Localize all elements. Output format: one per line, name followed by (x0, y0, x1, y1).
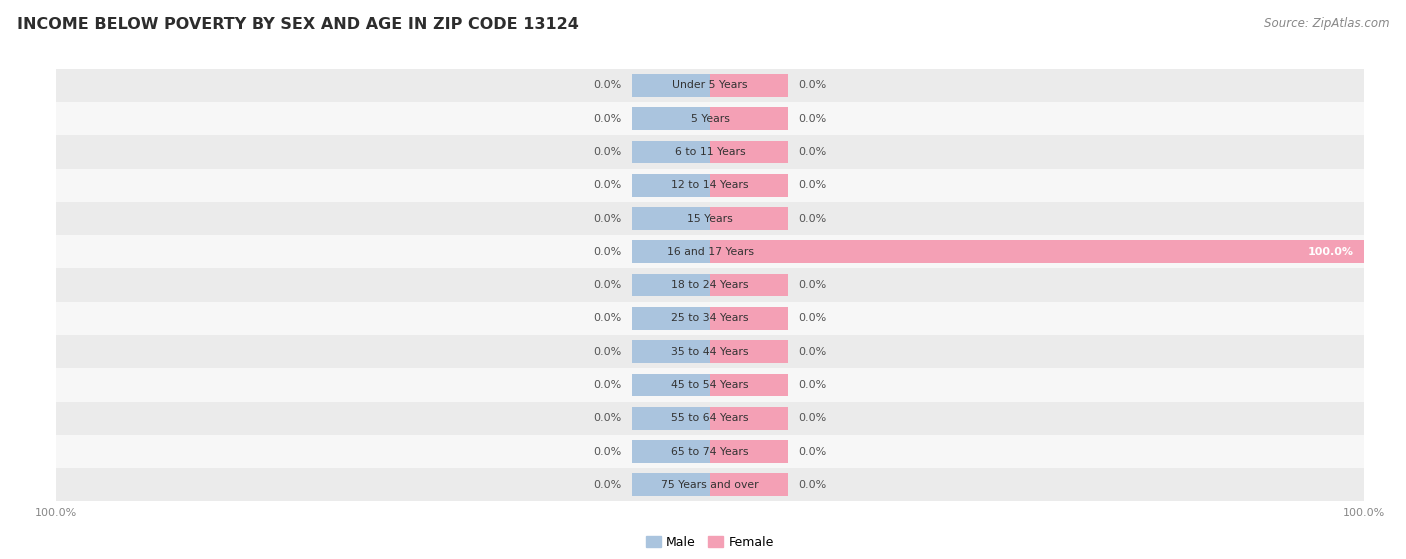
Bar (56, 102, 1364, 135)
Bar (56, 368, 1364, 401)
Text: 0.0%: 0.0% (799, 113, 827, 124)
Text: 0.0%: 0.0% (593, 314, 621, 323)
Bar (56, 302, 1364, 335)
Text: 0.0%: 0.0% (593, 113, 621, 124)
Bar (631, 473, 710, 496)
Bar (56, 69, 1364, 102)
Text: 0.0%: 0.0% (593, 214, 621, 224)
Bar (710, 141, 789, 163)
Text: 0.0%: 0.0% (593, 280, 621, 290)
Bar (56, 202, 1364, 235)
Text: 65 to 74 Years: 65 to 74 Years (671, 447, 749, 457)
Bar (56, 435, 1364, 468)
Bar (710, 174, 789, 197)
Text: 6 to 11 Years: 6 to 11 Years (675, 147, 745, 157)
Bar (631, 207, 710, 230)
Text: 0.0%: 0.0% (799, 280, 827, 290)
Text: 18 to 24 Years: 18 to 24 Years (671, 280, 749, 290)
Bar (56, 335, 1364, 368)
Bar (710, 307, 789, 330)
Bar (56, 468, 1364, 501)
Text: 0.0%: 0.0% (593, 347, 621, 357)
Bar (710, 440, 789, 463)
Bar (710, 340, 789, 363)
Text: 45 to 54 Years: 45 to 54 Years (671, 380, 749, 390)
Bar (56, 268, 1364, 302)
Legend: Male, Female: Male, Female (641, 530, 779, 553)
Text: 12 to 14 Years: 12 to 14 Years (671, 180, 749, 190)
Text: 0.0%: 0.0% (799, 447, 827, 457)
Text: 0.0%: 0.0% (799, 347, 827, 357)
Text: 0.0%: 0.0% (799, 314, 827, 323)
Bar (56, 169, 1364, 202)
Text: 0.0%: 0.0% (593, 247, 621, 257)
Text: 0.0%: 0.0% (593, 413, 621, 423)
Bar (631, 274, 710, 296)
Text: 0.0%: 0.0% (593, 180, 621, 190)
Bar (710, 373, 789, 396)
Bar (631, 174, 710, 197)
Text: INCOME BELOW POVERTY BY SEX AND AGE IN ZIP CODE 13124: INCOME BELOW POVERTY BY SEX AND AGE IN Z… (17, 17, 579, 32)
Text: 0.0%: 0.0% (799, 413, 827, 423)
Bar (710, 274, 789, 296)
Bar (710, 74, 789, 97)
Bar (631, 440, 710, 463)
Bar (56, 235, 1364, 268)
Text: 0.0%: 0.0% (593, 380, 621, 390)
Text: 0.0%: 0.0% (799, 214, 827, 224)
Bar (631, 141, 710, 163)
Text: 16 and 17 Years: 16 and 17 Years (666, 247, 754, 257)
Text: 100.0%: 100.0% (1308, 247, 1354, 257)
Bar (710, 207, 789, 230)
Text: 15 Years: 15 Years (688, 214, 733, 224)
Text: 0.0%: 0.0% (799, 180, 827, 190)
Bar (631, 107, 710, 130)
Bar (710, 107, 789, 130)
Text: 0.0%: 0.0% (593, 480, 621, 490)
Text: Source: ZipAtlas.com: Source: ZipAtlas.com (1264, 17, 1389, 30)
Bar (710, 473, 789, 496)
Text: 0.0%: 0.0% (593, 80, 621, 91)
Text: 0.0%: 0.0% (799, 147, 827, 157)
Text: 0.0%: 0.0% (593, 147, 621, 157)
Text: 55 to 64 Years: 55 to 64 Years (671, 413, 749, 423)
Text: 75 Years and over: 75 Years and over (661, 480, 759, 490)
Bar (631, 74, 710, 97)
Bar (56, 401, 1364, 435)
Text: 5 Years: 5 Years (690, 113, 730, 124)
Bar (631, 340, 710, 363)
Bar (631, 307, 710, 330)
Text: Under 5 Years: Under 5 Years (672, 80, 748, 91)
Text: 0.0%: 0.0% (799, 380, 827, 390)
Text: 0.0%: 0.0% (799, 480, 827, 490)
Text: 0.0%: 0.0% (593, 447, 621, 457)
Text: 35 to 44 Years: 35 to 44 Years (671, 347, 749, 357)
Text: 25 to 34 Years: 25 to 34 Years (671, 314, 749, 323)
Bar (631, 240, 710, 263)
Bar (631, 407, 710, 429)
Bar (710, 407, 789, 429)
Bar (710, 240, 1364, 263)
Text: 0.0%: 0.0% (799, 80, 827, 91)
Bar (631, 373, 710, 396)
Bar (56, 135, 1364, 169)
